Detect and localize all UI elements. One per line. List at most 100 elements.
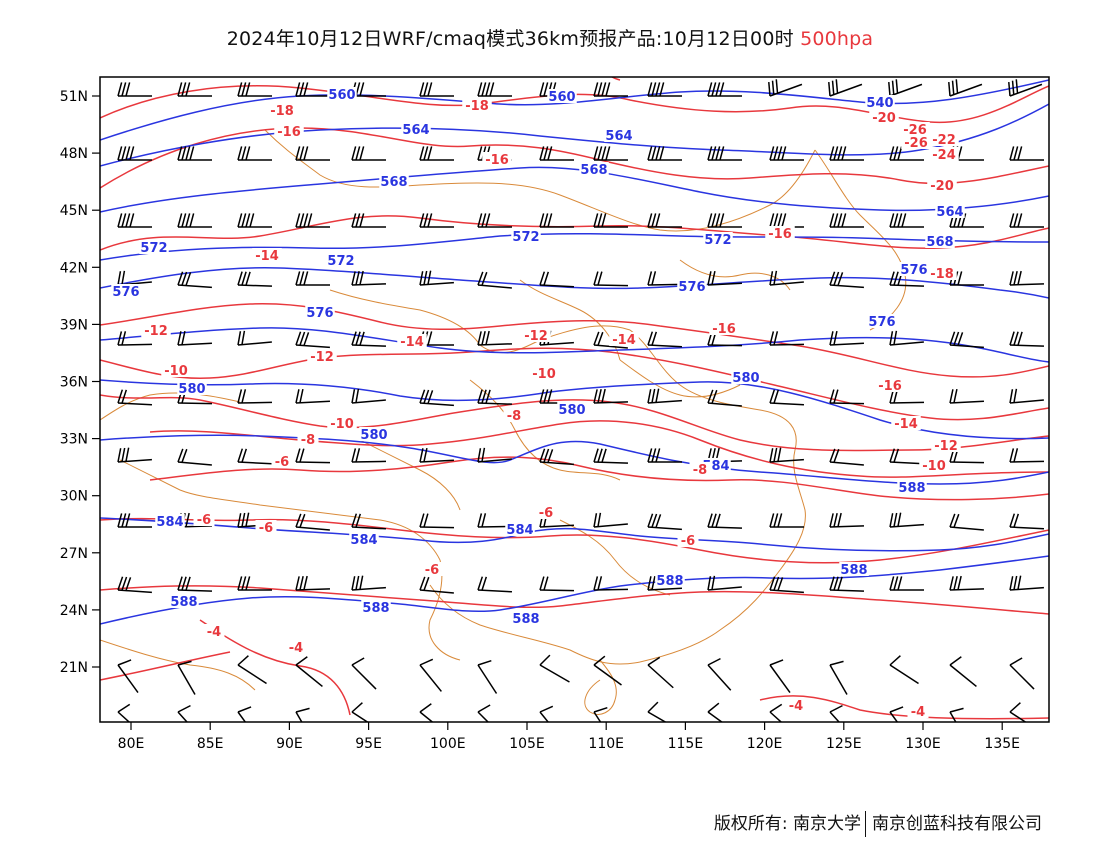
temperature-contour-label: -6 (197, 513, 211, 528)
wind-barb (539, 146, 574, 161)
temperature-contour-label-bg (161, 363, 191, 377)
height-contour-label-bg (305, 305, 335, 319)
wind-barb (1008, 79, 1043, 97)
wind-barb (889, 655, 919, 685)
wind-barb (539, 705, 554, 722)
wind-barb (419, 447, 454, 463)
lon-tick-label: 95E (355, 736, 382, 752)
temperature-contour-label: -10 (532, 367, 556, 382)
wind-barb (647, 271, 683, 286)
temperature-contour-label-bg (327, 416, 357, 430)
height-contour-label-bg (505, 522, 535, 536)
height-contour-label-bg (703, 232, 733, 246)
height-contour-label: 568 (580, 163, 607, 178)
temperature-contour-label: -18 (930, 267, 954, 282)
wind-barb (477, 447, 512, 463)
wind-barb (769, 270, 804, 286)
height-contour-label: 584 (350, 533, 377, 548)
height-contour-label-bg (361, 600, 391, 614)
temperature-contour-label: -26 (903, 123, 927, 138)
wind-barb (295, 213, 330, 228)
height-contour-label: 580 (178, 382, 205, 397)
wind-barb (351, 702, 369, 722)
temperature-contour-label-bg (271, 454, 293, 468)
temperature-contour-label-bg (869, 110, 899, 124)
wind-barb (647, 82, 682, 97)
wind-barb (117, 447, 152, 463)
wind-barb (237, 82, 272, 97)
wind-barb (948, 79, 983, 97)
wind-barb (707, 657, 732, 691)
temperature-contour-label-bg (709, 321, 739, 335)
wind-barb (593, 576, 629, 591)
temperature-contour-label-bg (689, 462, 711, 476)
wind-barb (419, 576, 454, 594)
temperature-contour-label: -10 (922, 459, 946, 474)
wind-barb (117, 576, 152, 594)
wind-barb (295, 513, 330, 531)
wind-barb (237, 146, 272, 161)
footer: 版权所有: 南京大学 南京创蓝科技有限公司 (714, 809, 1042, 837)
height-contour-label: 580 (732, 371, 759, 386)
wind-barb (593, 271, 629, 287)
lon-tick-label: 85E (197, 736, 224, 752)
temperature-contour-label: -6 (259, 521, 273, 536)
wind-barb (768, 79, 803, 97)
height-contour-label: 564 (605, 129, 632, 144)
wind-barb (829, 660, 848, 695)
height-contour-label: 564 (936, 205, 963, 220)
lat-tick-label: 24N (60, 603, 88, 619)
temperature-contour-label-bg (462, 98, 492, 112)
wind-barb (1009, 331, 1045, 347)
height-contour-label-bg (655, 573, 685, 587)
wind-barb (177, 82, 212, 97)
lon-tick-label: 135E (984, 736, 1020, 752)
height-contour-label: 588 (840, 563, 867, 578)
height-contour-label-bg (865, 95, 895, 109)
wind-barb (177, 576, 213, 592)
temperature-contour-label-bg (875, 378, 905, 392)
height-contour-label-bg (401, 122, 431, 136)
height-contour-label: 576 (900, 263, 927, 278)
wind-barb (593, 655, 622, 686)
wind-barb (769, 576, 804, 594)
wind-barbs (117, 79, 1045, 722)
wind-barb (117, 513, 152, 528)
temperature-contour-label: -10 (164, 364, 188, 379)
wind-barb (647, 513, 682, 531)
height-contour-label-bg (511, 611, 541, 625)
wind-barb (889, 330, 924, 346)
lon-tick-label: 110E (588, 736, 624, 752)
height-contour-label: 588 (898, 481, 925, 496)
wind-barb (477, 389, 513, 405)
wind-barb (829, 213, 864, 228)
map-frame (99, 76, 1050, 723)
wind-barb (419, 658, 442, 692)
wind-barb (295, 388, 330, 404)
height-contour-label: 584 (506, 523, 533, 538)
wind-barb (237, 389, 273, 404)
temperature-contour-label: -4 (911, 705, 925, 720)
footer-divider (865, 811, 866, 837)
wind-barb (117, 146, 152, 161)
temperature-contour-label-bg (252, 248, 282, 262)
temperature-contour-label: -6 (425, 563, 439, 578)
wind-barb (647, 388, 682, 404)
height-contour-label-bg (897, 480, 927, 494)
wind-barb (117, 703, 131, 722)
wind-barb (539, 654, 570, 683)
wind-barb (237, 655, 267, 685)
wind-barb (237, 576, 272, 591)
temperature-contour-label: -14 (400, 335, 424, 350)
lon-tick-label: 120E (747, 736, 783, 752)
wind-barb (539, 448, 574, 466)
temperature-contour-label: -8 (507, 409, 521, 424)
temperature-contour-label: -16 (277, 125, 301, 140)
temperature-contour-label: -12 (934, 439, 958, 454)
height-contour-label: 588 (170, 595, 197, 610)
wind-barb (295, 82, 330, 97)
wind-barb (477, 704, 491, 722)
height-contour-label: 568 (926, 235, 953, 250)
height-contour-label-bg (326, 253, 356, 267)
height-contour-label-bg (155, 514, 185, 528)
